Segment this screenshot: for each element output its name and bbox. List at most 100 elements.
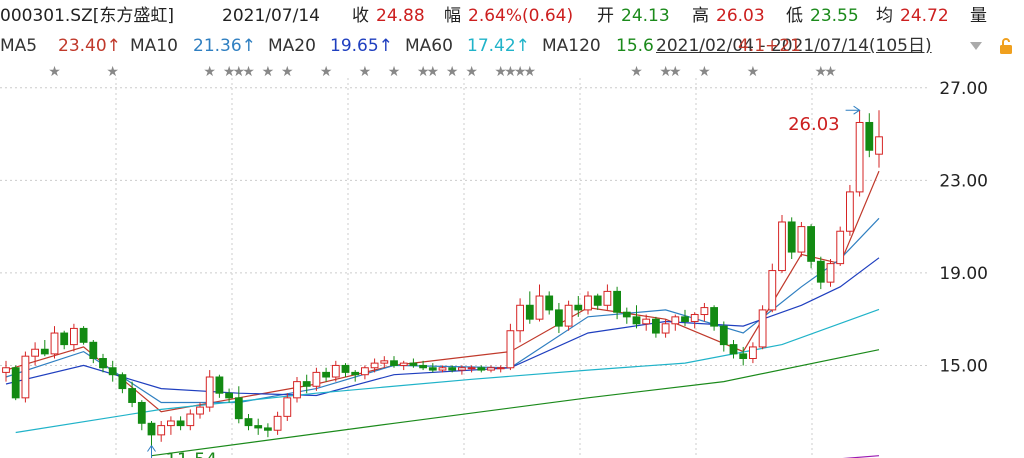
ma120-label: MA120 xyxy=(542,36,601,56)
event-star-icon[interactable]: ★ xyxy=(427,64,440,80)
low-label: 低 xyxy=(786,6,803,26)
candle-body xyxy=(778,221,786,272)
candle-body xyxy=(525,304,534,320)
candle-body xyxy=(99,358,107,369)
candle-body xyxy=(855,121,864,193)
ma60-label: MA60 xyxy=(405,36,453,56)
event-star-icon[interactable]: ★ xyxy=(417,64,430,80)
candle-body xyxy=(564,304,573,327)
open-value: 24.13 xyxy=(621,6,670,26)
event-star-icon[interactable]: ★ xyxy=(669,64,682,80)
quote-date: 2021/07/14 xyxy=(222,6,320,26)
event-star-icon[interactable]: ★ xyxy=(524,64,537,80)
candle-body xyxy=(40,348,49,355)
candle-body xyxy=(312,371,321,387)
candle-body xyxy=(574,304,583,311)
candle-body xyxy=(118,374,127,390)
event-star-icon[interactable]: ★ xyxy=(320,64,333,80)
candle-body xyxy=(584,295,592,311)
candle-body xyxy=(31,348,40,357)
candle-body xyxy=(264,427,272,431)
candle-body xyxy=(836,230,845,265)
close-label: 收 xyxy=(352,6,369,26)
candle-body xyxy=(758,309,767,348)
event-star-icon[interactable]: ★ xyxy=(233,64,246,80)
event-markers: ★ ★ ★ ★★★ ★ ★ ★ ★ ★ ★★ ★ ★ ★★★★ ★ ★★ ★ ★ ★★ xyxy=(48,64,837,80)
ma20-value: 19.65↑ xyxy=(330,36,393,56)
candle-body xyxy=(622,311,631,318)
candle-body xyxy=(341,364,350,373)
ma10-label: MA10 xyxy=(130,36,178,56)
candle-body xyxy=(79,327,88,343)
ma5-line xyxy=(5,170,880,413)
candlestick-chart: ★ ★ ★ ★★★ ★ ★ ★ ★ ★ ★★ ★ ★ ★★★★ ★ ★★ ★ ★ ★★ 27.0023.0019.… xyxy=(0,64,988,458)
event-star-icon[interactable]: ★ xyxy=(281,64,294,80)
candle-body xyxy=(21,355,30,399)
grid-lines xyxy=(0,78,928,458)
date-range[interactable]: 2021/02/04 - 2021/07/14(105日) xyxy=(656,36,932,56)
candle-body xyxy=(167,420,175,427)
event-star-icon[interactable]: ★ xyxy=(465,64,478,80)
moving-average-lines xyxy=(5,170,880,458)
event-star-icon[interactable]: ★ xyxy=(630,64,643,80)
candle-body xyxy=(681,316,689,322)
ma120-line xyxy=(151,349,880,457)
candle-body xyxy=(419,364,428,369)
event-star-icon[interactable]: ★ xyxy=(504,64,517,80)
ma10-line xyxy=(5,217,880,404)
event-star-icon[interactable]: ★ xyxy=(815,64,828,80)
y-tick-label: 27.00 xyxy=(939,79,988,99)
event-star-icon[interactable]: ★ xyxy=(494,64,507,80)
event-star-icon[interactable]: ★ xyxy=(388,64,401,80)
event-star-icon[interactable]: ★ xyxy=(747,64,760,80)
amplitude-value: 2.64%(0.64) xyxy=(468,6,574,26)
high-label: 高 xyxy=(692,6,709,26)
event-star-icon[interactable]: ★ xyxy=(514,64,527,80)
candle-body xyxy=(234,397,243,420)
event-star-icon[interactable]: ★ xyxy=(659,64,672,80)
candle-body xyxy=(535,295,544,320)
candle-body xyxy=(351,371,360,376)
candle-body xyxy=(428,367,437,371)
y-axis-labels: 27.00 23.00 19.00 15.00 xyxy=(939,79,988,377)
event-star-icon[interactable]: ★ xyxy=(698,64,711,80)
candle-body xyxy=(603,290,612,306)
event-star-icon[interactable]: ★ xyxy=(262,64,275,80)
event-star-icon[interactable]: ★ xyxy=(223,64,236,80)
candle-body xyxy=(50,332,59,355)
candle-body xyxy=(186,413,195,427)
event-star-icon[interactable]: ★ xyxy=(242,64,255,80)
event-star-icon[interactable]: ★ xyxy=(203,64,216,80)
candle-body xyxy=(710,307,719,327)
event-star-icon[interactable]: ★ xyxy=(359,64,372,80)
candle-body xyxy=(205,376,214,408)
candle-body xyxy=(380,360,389,364)
event-star-icon[interactable]: ★ xyxy=(106,64,119,80)
candle-body xyxy=(322,371,331,378)
y-tick-label: 15.00 xyxy=(939,356,988,376)
candle-body xyxy=(11,367,20,399)
candle-body xyxy=(477,367,486,371)
candle-body xyxy=(496,367,505,370)
event-star-icon[interactable]: ★ xyxy=(48,64,61,80)
ma5-label: MA5 xyxy=(0,36,38,56)
candle-body xyxy=(642,318,651,325)
candle-body xyxy=(652,318,660,334)
candle-body xyxy=(254,425,263,429)
candle-body xyxy=(137,401,146,424)
candle-body xyxy=(506,330,515,369)
ma20-label: MA20 xyxy=(268,36,316,56)
event-star-icon[interactable]: ★ xyxy=(824,64,837,80)
candle-body xyxy=(593,295,602,306)
stock-symbol[interactable]: 000301.SZ[东方盛虹] xyxy=(0,6,175,26)
event-star-icon[interactable]: ★ xyxy=(446,64,459,80)
candle-body xyxy=(690,314,699,322)
candle-body xyxy=(487,367,495,371)
dropdown-icon[interactable] xyxy=(966,36,986,56)
ma10-value: 21.36↑ xyxy=(193,36,256,56)
y-tick-label: 23.00 xyxy=(939,171,988,191)
candle-body xyxy=(108,367,117,376)
lock-icon[interactable] xyxy=(996,36,1016,56)
amplitude-label: 幅 xyxy=(444,6,461,26)
high-price-label: 26.03 xyxy=(788,114,840,135)
